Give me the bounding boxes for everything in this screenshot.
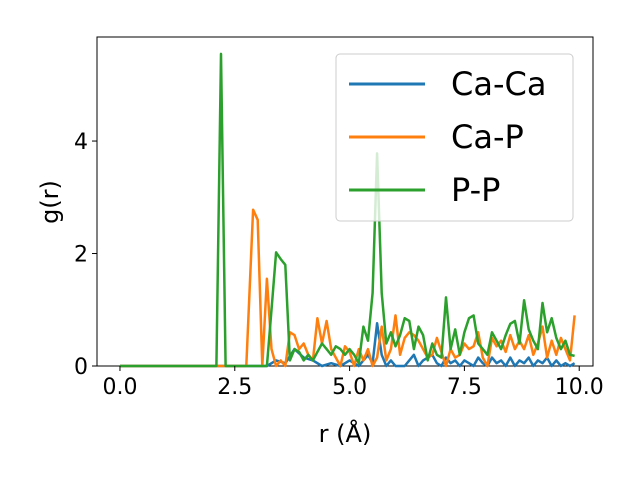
series-line-p-p [120, 52, 575, 368]
x-axis-ticks: 0.0 2.5 5.0 7.5 10.0 [102, 366, 604, 400]
legend-label-ca-ca: Ca-Ca [451, 65, 546, 103]
y-axis-label: g(r) [36, 180, 64, 224]
series-layer [120, 52, 576, 368]
x-tick-label: 0.0 [102, 375, 137, 400]
x-tick-label: 10.0 [555, 375, 604, 400]
y-tick-label: 0 [74, 355, 88, 380]
y-axis-ticks: 0 2 4 [74, 130, 97, 380]
legend-label-p-p: P-P [451, 171, 500, 209]
x-tick-label: 7.5 [447, 375, 482, 400]
x-tick-label: 2.5 [217, 375, 252, 400]
x-axis-label: r (Å) [319, 419, 372, 448]
plot-frame [96, 36, 594, 367]
y-tick-label: 4 [74, 130, 88, 155]
y-tick-label: 2 [74, 243, 88, 268]
plot-area [96, 36, 594, 368]
legend: Ca-Ca Ca-P P-P [335, 53, 574, 222]
legend-box [335, 53, 574, 222]
legend-label-ca-p: Ca-P [451, 118, 524, 156]
x-tick-label: 5.0 [332, 375, 367, 400]
series-line-ca-p [120, 208, 576, 368]
